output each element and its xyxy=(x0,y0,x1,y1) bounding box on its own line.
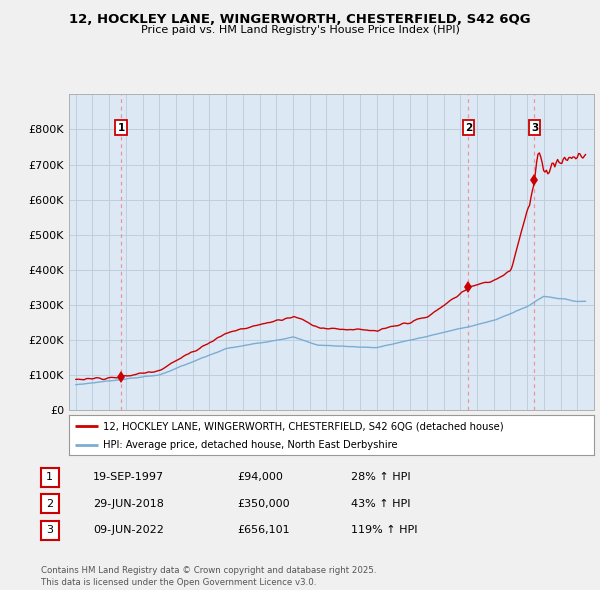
Text: 09-JUN-2022: 09-JUN-2022 xyxy=(93,526,164,535)
Text: 1: 1 xyxy=(118,123,125,133)
Text: 1: 1 xyxy=(46,473,53,482)
Text: 19-SEP-1997: 19-SEP-1997 xyxy=(93,473,164,482)
Text: 3: 3 xyxy=(531,123,538,133)
Text: 2: 2 xyxy=(465,123,472,133)
Text: 2: 2 xyxy=(46,499,53,509)
Text: 28% ↑ HPI: 28% ↑ HPI xyxy=(351,473,410,482)
Text: £350,000: £350,000 xyxy=(237,499,290,509)
Text: Price paid vs. HM Land Registry's House Price Index (HPI): Price paid vs. HM Land Registry's House … xyxy=(140,25,460,35)
Text: Contains HM Land Registry data © Crown copyright and database right 2025.
This d: Contains HM Land Registry data © Crown c… xyxy=(41,566,376,587)
Text: £94,000: £94,000 xyxy=(237,473,283,482)
Text: HPI: Average price, detached house, North East Derbyshire: HPI: Average price, detached house, Nort… xyxy=(103,440,398,450)
Text: 12, HOCKLEY LANE, WINGERWORTH, CHESTERFIELD, S42 6QG (detached house): 12, HOCKLEY LANE, WINGERWORTH, CHESTERFI… xyxy=(103,421,504,431)
Text: 3: 3 xyxy=(46,526,53,535)
Text: 12, HOCKLEY LANE, WINGERWORTH, CHESTERFIELD, S42 6QG: 12, HOCKLEY LANE, WINGERWORTH, CHESTERFI… xyxy=(69,13,531,26)
Text: £656,101: £656,101 xyxy=(237,526,290,535)
Text: 29-JUN-2018: 29-JUN-2018 xyxy=(93,499,164,509)
Text: 119% ↑ HPI: 119% ↑ HPI xyxy=(351,526,418,535)
Text: 43% ↑ HPI: 43% ↑ HPI xyxy=(351,499,410,509)
